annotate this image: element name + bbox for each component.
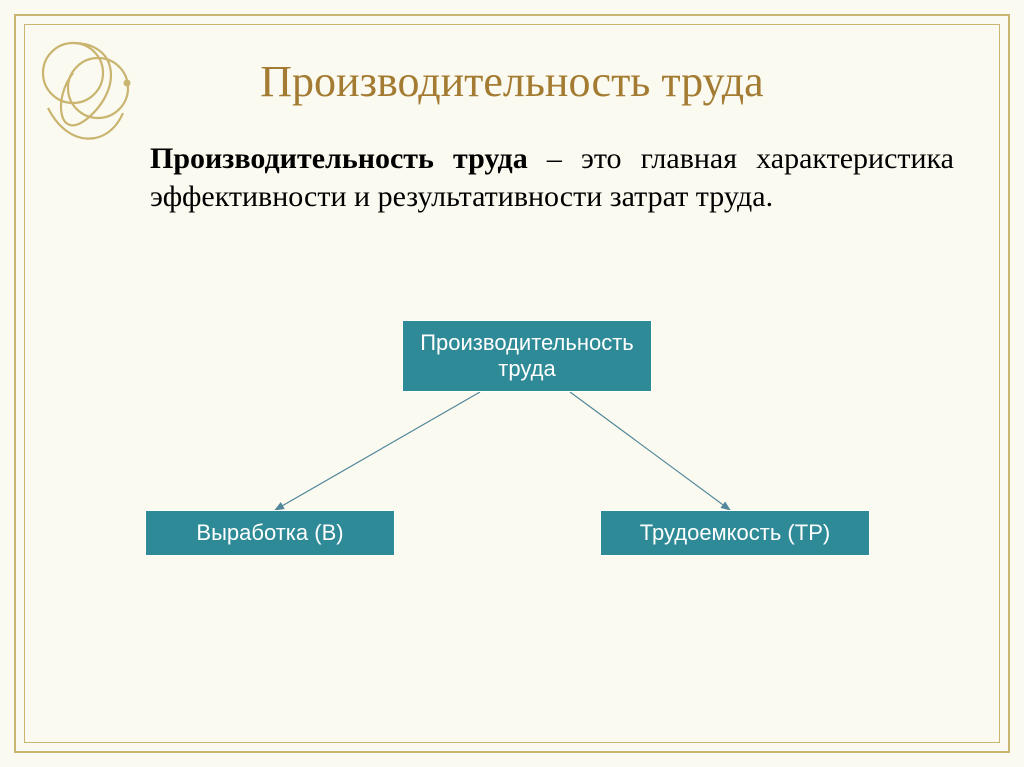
slide: Производительность труда Производительно…: [0, 0, 1024, 767]
diagram-node-right: Трудоемкость (ТР): [600, 510, 870, 556]
diagram-node-root: Производительность труда: [402, 320, 652, 392]
diagram-node-left-label: Выработка (В): [196, 520, 343, 546]
diagram: Производительность труда Выработка (В) Т…: [0, 0, 1024, 767]
diagram-node-left: Выработка (В): [145, 510, 395, 556]
diagram-node-root-label: Производительность труда: [403, 330, 651, 383]
diagram-node-right-label: Трудоемкость (ТР): [640, 520, 830, 546]
